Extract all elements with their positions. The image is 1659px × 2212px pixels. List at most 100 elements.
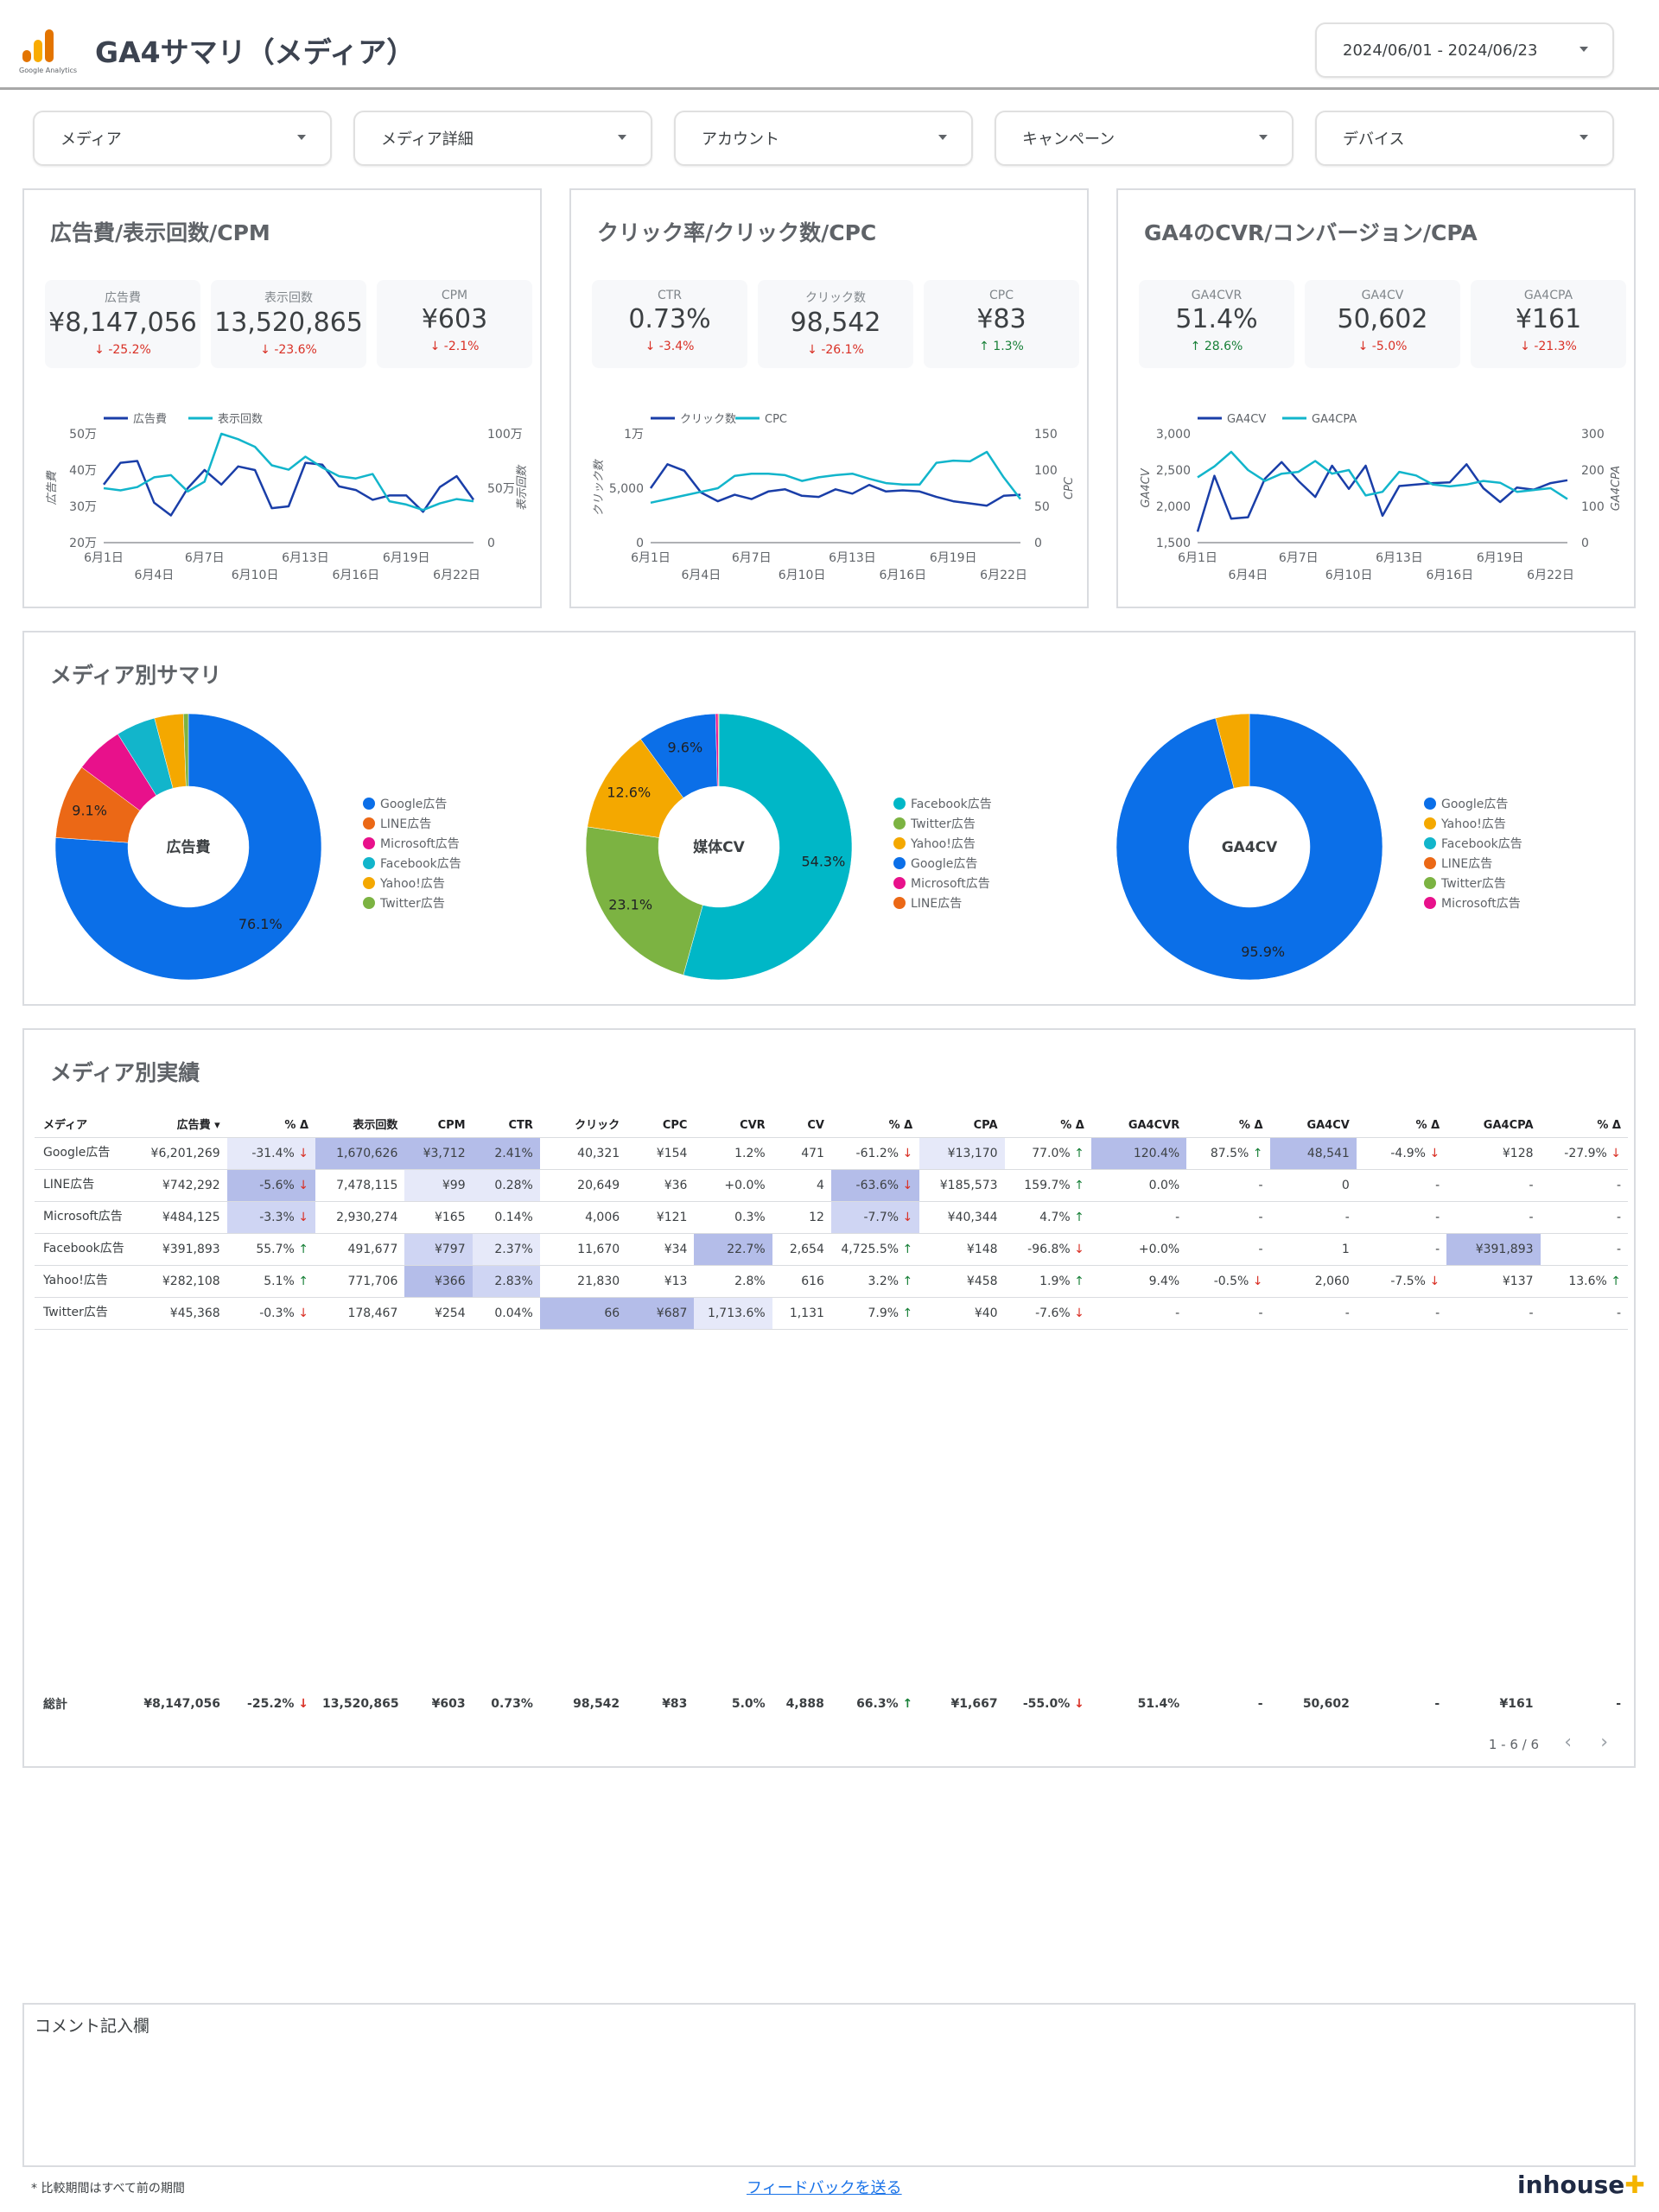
total-cell: 総計: [43, 1698, 67, 1712]
cell-value: -63.6%: [855, 1178, 903, 1192]
y-tick-left: 1万: [624, 428, 644, 442]
table-cell: -61.2% ↓: [830, 1137, 920, 1170]
kpi-delta: ↓ -2.1%: [377, 340, 532, 353]
table-cell: ¥13: [626, 1265, 695, 1298]
y-tick-left: 2,500: [1156, 464, 1191, 478]
legend-dot: [893, 897, 906, 909]
legend-item: Google広告: [363, 795, 447, 812]
filter-media-detail[interactable]: メディア詳細: [353, 111, 652, 166]
comment-box[interactable]: コメント記入欄: [22, 2003, 1636, 2167]
table-cell: 1,670,626: [315, 1137, 405, 1170]
x-tick-label: 6月7日: [1279, 551, 1319, 565]
legend-item: Yahoo!広告: [893, 835, 976, 852]
table-cell: -: [1446, 1297, 1541, 1330]
kpi-value: 50,602: [1337, 304, 1428, 334]
table-cell: 40,321: [539, 1137, 627, 1170]
column-header[interactable]: 表示回数: [315, 1106, 405, 1138]
column-header[interactable]: % Δ: [1004, 1106, 1091, 1138]
column-header[interactable]: GA4CPA: [1446, 1106, 1541, 1138]
table-cell: -4.9% ↓: [1356, 1137, 1447, 1170]
filter-campaign[interactable]: キャンペーン: [995, 111, 1294, 166]
legend-label: Microsoft広告: [911, 877, 990, 891]
column-header[interactable]: CV: [772, 1106, 831, 1138]
table-cell: 2,654: [772, 1233, 831, 1266]
arrow-up-icon: ↑: [902, 1274, 913, 1288]
kpi-card: GA4CV 50,602 ↓ -5.0%: [1305, 280, 1460, 368]
table-cell: +0.0%: [1090, 1233, 1187, 1266]
arrow-down-icon: ↓: [1357, 340, 1372, 353]
column-header[interactable]: CPM: [404, 1106, 473, 1138]
cell-value: -4.9%: [1390, 1146, 1430, 1160]
cell-value: 77.0%: [1032, 1146, 1075, 1160]
plus-icon: ✚: [1624, 2171, 1645, 2199]
column-header[interactable]: 広告費 ▾: [137, 1106, 227, 1138]
cell-value: -0.5%: [1213, 1274, 1253, 1288]
arrow-down-icon: ↓: [298, 1146, 309, 1160]
legend-label: Yahoo!広告: [380, 877, 445, 891]
filter-media[interactable]: メディア: [33, 111, 332, 166]
legend-item: LINE広告: [1424, 855, 1492, 872]
y-tick-left: 5,000: [609, 482, 644, 496]
arrow-down-icon: ↓: [1252, 1274, 1263, 1288]
column-header[interactable]: CVR: [694, 1106, 772, 1138]
table-cell: -96.8% ↓: [1004, 1233, 1091, 1266]
kpi-delta: ↓ -21.3%: [1471, 340, 1626, 353]
cell-value: -31.4%: [251, 1146, 299, 1160]
next-page-icon[interactable]: ›: [1600, 1732, 1608, 1753]
total-cell: -25.2% ↓: [227, 1688, 315, 1719]
kpi-delta-value: -2.1%: [443, 340, 480, 353]
column-header[interactable]: % Δ: [1186, 1106, 1270, 1138]
kpi-delta-value: -23.6%: [274, 343, 317, 357]
column-header[interactable]: GA4CVR: [1090, 1106, 1187, 1138]
legend-dot: [1424, 897, 1436, 909]
legend-dot: [893, 877, 906, 889]
cell-value: -7.7%: [863, 1210, 903, 1224]
arrow-up-icon: ↑: [1252, 1146, 1263, 1160]
feedback-link[interactable]: フィードバックを送る: [747, 2179, 902, 2197]
column-header[interactable]: % Δ: [830, 1106, 920, 1138]
series-line-GA4CPA: [1197, 450, 1568, 500]
column-header[interactable]: % Δ: [1540, 1106, 1628, 1138]
column-header[interactable]: メディア: [35, 1106, 137, 1138]
filter-device[interactable]: デバイス: [1315, 111, 1614, 166]
table-cell: ¥687: [626, 1297, 695, 1330]
y-axis-title-left: GA4CV: [1140, 467, 1153, 507]
table-cell: -: [1356, 1201, 1447, 1234]
column-header[interactable]: GA4CV: [1269, 1106, 1357, 1138]
legend-label: 表示回数: [218, 413, 263, 426]
table-cell: 12: [772, 1201, 831, 1234]
y-tick-right: 100: [1034, 464, 1058, 478]
total-cell: 66.3% ↑: [831, 1688, 919, 1719]
prev-page-icon[interactable]: ‹: [1564, 1732, 1572, 1753]
y-tick-left: 40万: [69, 464, 97, 478]
legend-label: Facebook広告: [380, 857, 461, 871]
table-cell: 4,006: [539, 1201, 627, 1234]
y-tick-right: 50: [1034, 500, 1050, 514]
arrow-down-icon: ↓: [94, 343, 109, 357]
panel-title: 広告費/表示回数/CPM: [50, 220, 270, 245]
table-cell: -: [1540, 1233, 1628, 1266]
column-header[interactable]: % Δ: [1356, 1106, 1447, 1138]
column-header[interactable]: クリック: [539, 1106, 627, 1138]
table-row: Google広告 ¥6,201,269 -31.4% ↓ 1,670,626 ¥3,71…: [35, 1137, 1628, 1170]
y-tick-right: 100万: [487, 428, 523, 442]
legend-item: LINE広告: [363, 815, 431, 832]
cell-value: -27.9%: [1564, 1146, 1611, 1160]
table-cell: -5.6% ↓: [226, 1169, 316, 1202]
kpi-card: CPM ¥603 ↓ -2.1%: [377, 280, 532, 368]
google-analytics-logo: Google Analytics: [19, 28, 83, 76]
column-header[interactable]: % Δ: [226, 1106, 316, 1138]
chevron-down-icon: [938, 135, 947, 140]
table-row: Twitter広告 ¥45,368 -0.3% ↓ 178,467 ¥254 0.04% 6…: [35, 1297, 1628, 1330]
table-cell: 87.5% ↑: [1186, 1137, 1270, 1170]
table-cell: ¥40,344: [919, 1201, 1005, 1234]
filter-account[interactable]: アカウント: [674, 111, 973, 166]
column-header[interactable]: CPA: [919, 1106, 1005, 1138]
table-cell: ¥185,573: [919, 1169, 1005, 1202]
column-header[interactable]: CTR: [472, 1106, 540, 1138]
table-cell: ¥3,712: [404, 1137, 473, 1170]
date-range-picker[interactable]: 2024/06/01 - 2024/06/23: [1315, 22, 1614, 78]
performance-table: メディア 広告費 ▾% Δ 表示回数 CPM CTR クリック CPC CVR CV% Δ CPA…: [35, 1106, 1628, 1330]
arrow-down-icon: ↓: [902, 1146, 913, 1160]
column-header[interactable]: CPC: [626, 1106, 695, 1138]
